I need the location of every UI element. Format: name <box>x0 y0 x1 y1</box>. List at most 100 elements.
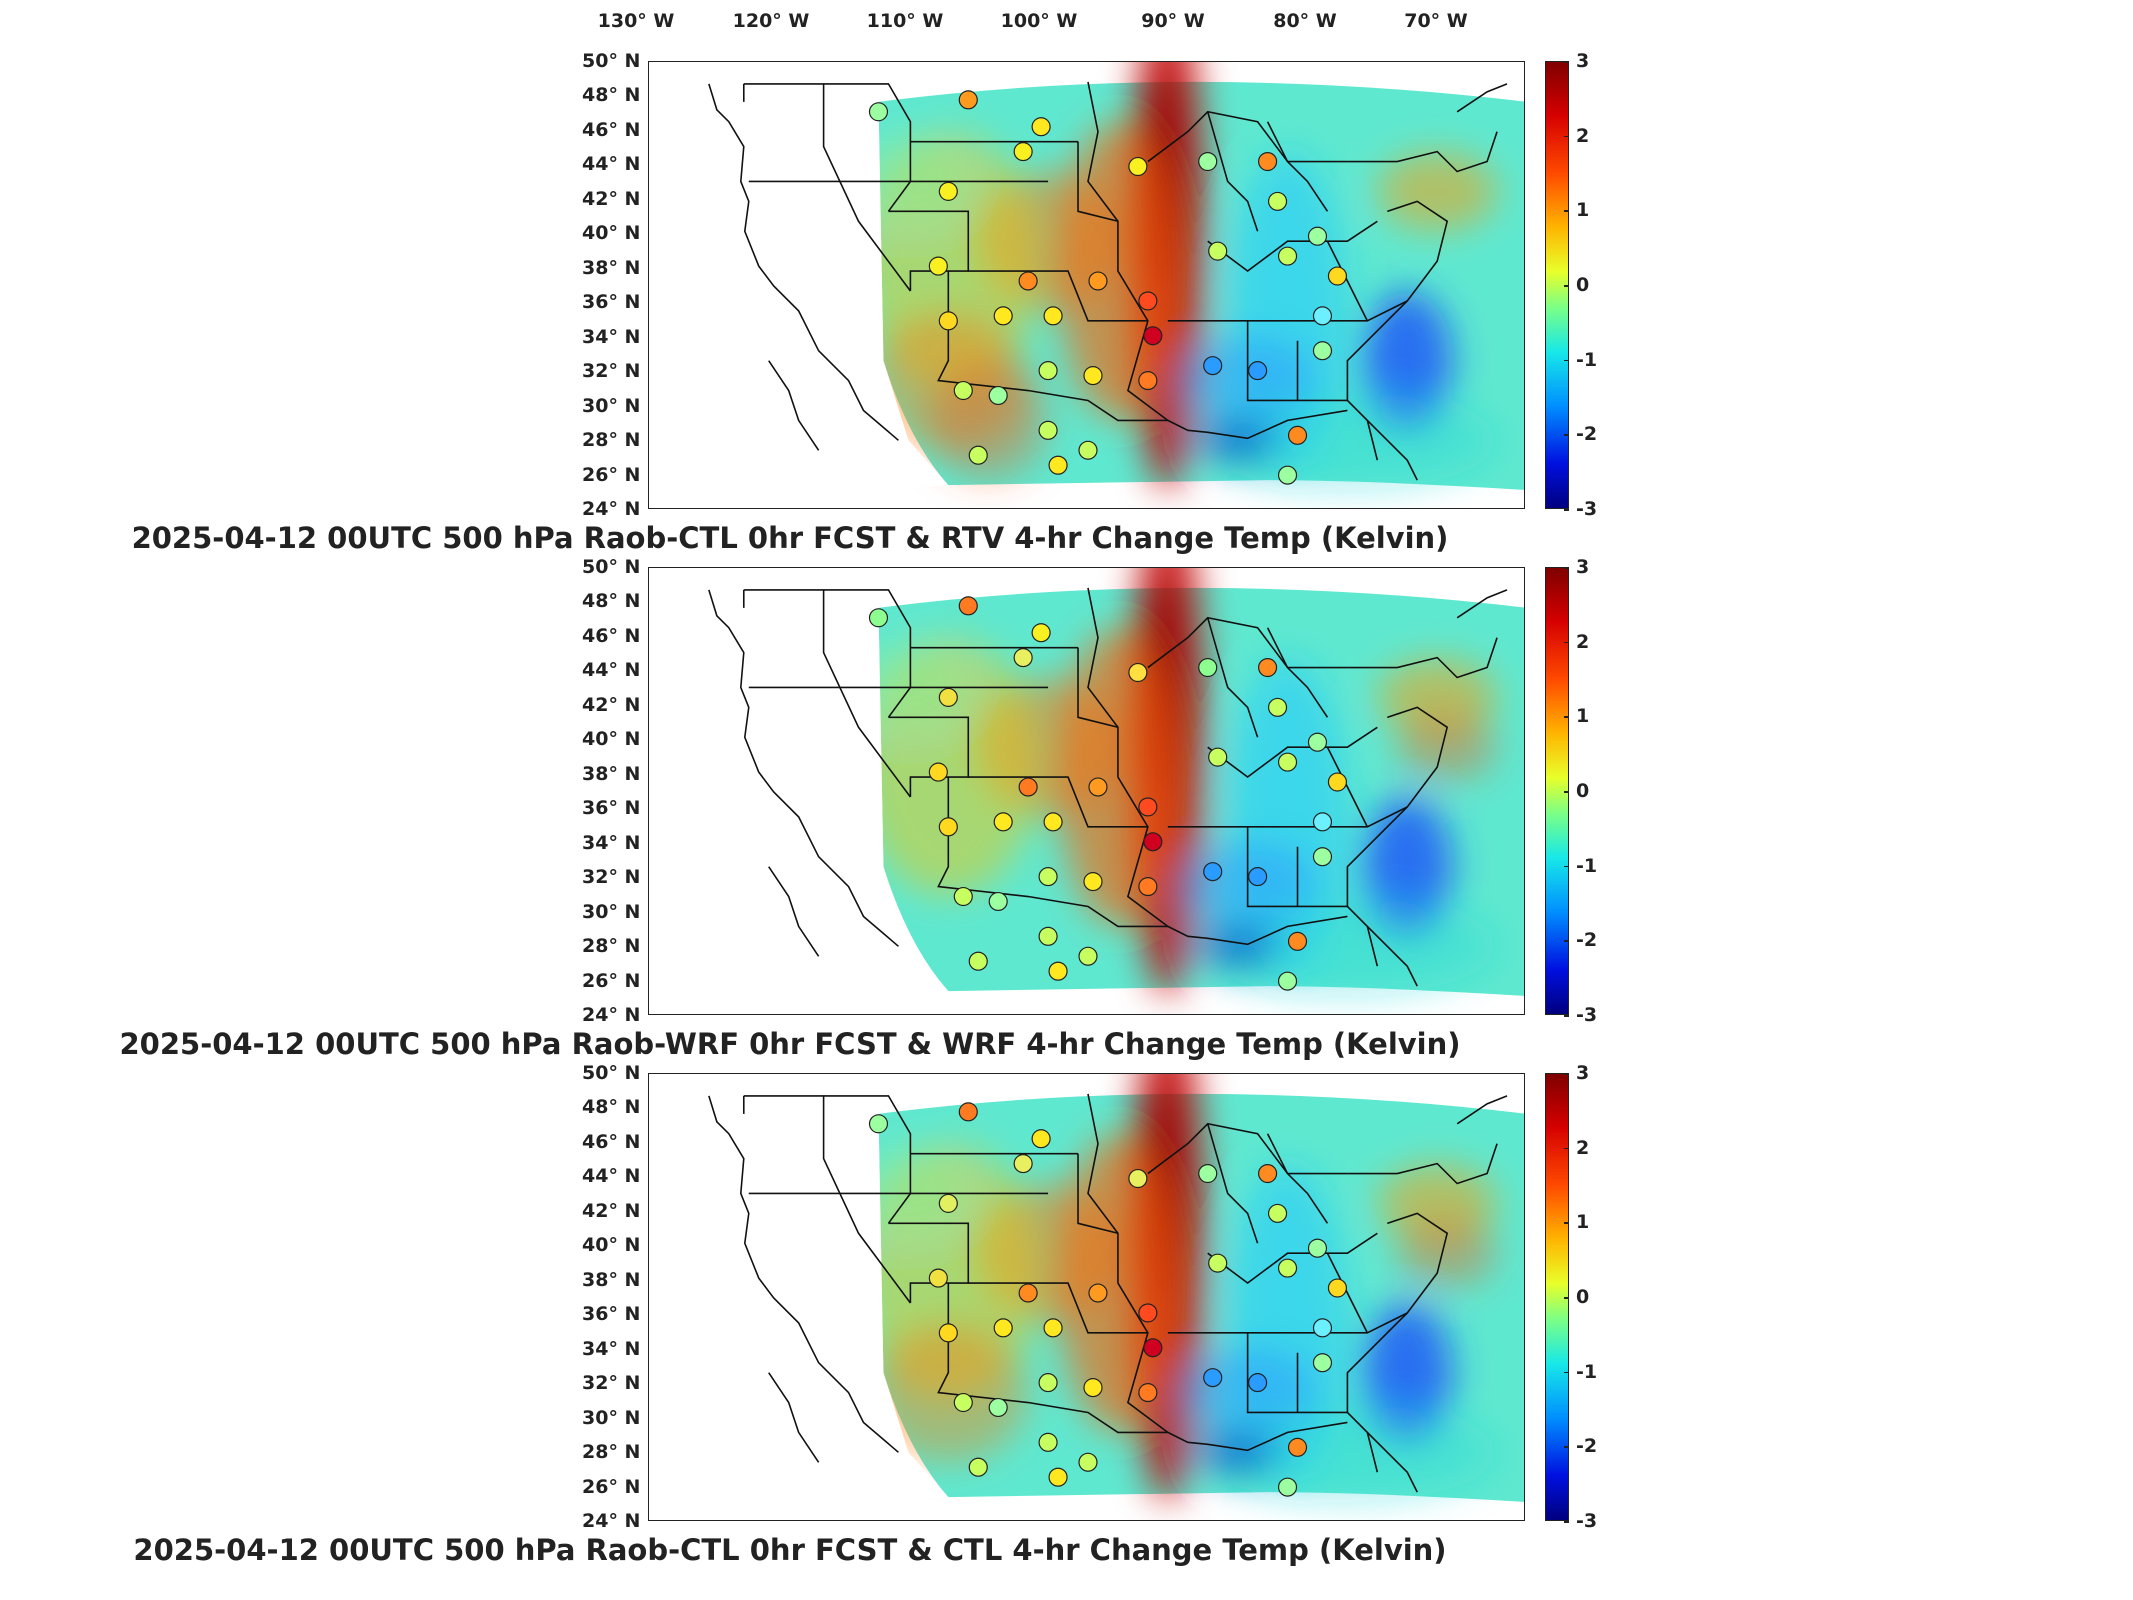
colorbar-tick-label: -1 <box>1576 854 1598 877</box>
raob-station-marker <box>1138 877 1158 897</box>
raob-station-marker <box>1312 341 1333 361</box>
latitude-label: 28° N <box>582 1441 641 1464</box>
raob-station-marker <box>1258 1163 1278 1184</box>
field-region <box>1397 712 1498 783</box>
raob-station-marker <box>1327 266 1348 286</box>
colorbar-tick-label: 1 <box>1576 705 1590 728</box>
raob-station-marker <box>1208 1253 1228 1273</box>
raob-station-marker <box>1143 326 1163 346</box>
raob-station-marker <box>1312 812 1333 832</box>
raob-station-marker <box>1248 867 1268 887</box>
raob-station-marker <box>1267 1203 1288 1223</box>
latitude-label: 48° N <box>582 590 641 613</box>
latitude-label: 42° N <box>582 1199 641 1222</box>
boundary-line <box>1206 111 1259 232</box>
boundary-line <box>937 1283 1168 1434</box>
raob-station-marker <box>928 762 948 782</box>
boundary-line <box>968 776 1148 828</box>
outside-domain <box>649 1074 949 1520</box>
raob-station-marker <box>1083 872 1103 892</box>
raob-station-marker <box>958 596 978 616</box>
boundary-line <box>1347 1143 1498 1185</box>
raob-station-marker <box>988 385 1008 406</box>
boundary-line <box>1087 1093 1169 1434</box>
colorbar-tick-mark <box>1564 791 1569 793</box>
colorbar-tick-label: -3 <box>1576 1510 1598 1532</box>
colorbar-tick-label: 2 <box>1576 630 1590 653</box>
raob-station-marker <box>1043 306 1063 326</box>
colorbar-tick-mark <box>1564 61 1569 63</box>
raob-station-marker <box>1018 777 1038 797</box>
latitude-label: 34° N <box>582 325 641 348</box>
raob-station-marker <box>938 1193 958 1213</box>
raob-station-marker <box>868 1114 889 1134</box>
boundary-line <box>1246 1332 1379 1473</box>
latitude-label: 32° N <box>582 1372 641 1395</box>
raob-station-marker <box>1048 961 1068 981</box>
latitude-label: 44° N <box>582 659 641 682</box>
raob-station-marker <box>1043 812 1063 832</box>
map-panel-3 <box>648 1073 1525 1521</box>
boundary-line <box>708 83 899 441</box>
colorbar-tick-label: 1 <box>1576 1211 1590 1234</box>
raob-station-marker <box>1203 1368 1223 1388</box>
colorbar-tick-mark <box>1564 1371 1569 1374</box>
raob-station-marker <box>988 891 1008 912</box>
raob-station-marker <box>1038 1432 1058 1452</box>
boundary-line <box>708 589 899 947</box>
outside-domain <box>649 568 949 1014</box>
panel-caption: 2025-04-12 00UTC 500 hPa Raob-CTL 0hr FC… <box>131 521 1449 555</box>
latitude-label: 50° N <box>582 50 641 72</box>
latitude-label: 40° N <box>582 1234 641 1257</box>
raob-station-marker <box>938 687 958 707</box>
field-region <box>1377 151 1498 232</box>
raob-station-marker <box>1198 1163 1218 1184</box>
longitude-label: 120° W <box>732 10 810 32</box>
raob-station-marker <box>1018 271 1038 291</box>
raob-station-marker <box>1248 361 1268 381</box>
colorbar-tick-mark <box>1564 865 1569 868</box>
boundary-line <box>1456 1095 1508 1125</box>
boundary-line <box>1087 587 1169 928</box>
raob-station-marker <box>1277 971 1298 991</box>
raob-station-marker <box>1138 291 1158 311</box>
boundary-line <box>1206 617 1259 738</box>
boundary-line <box>1346 200 1449 401</box>
colorbar-tick-mark <box>1564 1147 1569 1150</box>
colorbar-tick-mark <box>1564 940 1569 942</box>
temperature-field-map <box>649 62 1524 508</box>
raob-station-marker <box>1277 465 1298 485</box>
latitude-label: 42° N <box>582 187 641 210</box>
latitude-label: 48° N <box>582 1096 641 1119</box>
raob-station-marker <box>993 306 1013 326</box>
raob-station-marker <box>1013 1154 1033 1174</box>
boundary-line <box>1326 746 1369 828</box>
colorbar-tick-label: -2 <box>1576 929 1598 952</box>
colorbar-tick-mark <box>1564 716 1569 718</box>
latitude-label: 32° N <box>582 866 641 889</box>
raob-station-marker <box>1043 1318 1063 1338</box>
raob-station-marker <box>1307 732 1328 752</box>
boundary-line <box>1366 925 1418 987</box>
raob-station-marker <box>928 256 948 276</box>
field-region <box>928 360 1049 481</box>
raob-station-marker <box>1013 648 1033 668</box>
raob-station-marker <box>1277 1258 1298 1278</box>
latitude-label: 38° N <box>582 1268 641 1291</box>
raob-station-marker <box>1277 246 1298 266</box>
raob-station-marker <box>1327 1278 1348 1298</box>
raob-station-marker <box>928 1268 948 1288</box>
latitude-label: 26° N <box>582 969 641 992</box>
map-panel-2 <box>648 567 1525 1015</box>
boundary-line <box>1366 1431 1418 1493</box>
colorbar-tick-label: 3 <box>1576 1062 1590 1084</box>
raob-station-marker <box>1038 361 1058 381</box>
latitude-label: 36° N <box>582 797 641 820</box>
raob-station-marker <box>968 445 988 465</box>
raob-station-marker <box>1208 241 1228 261</box>
field-region <box>1197 1402 1498 1503</box>
raob-station-marker <box>953 380 973 401</box>
raob-station-marker <box>958 90 978 110</box>
raob-station-marker <box>1307 226 1328 246</box>
raob-station-marker <box>953 1392 973 1413</box>
